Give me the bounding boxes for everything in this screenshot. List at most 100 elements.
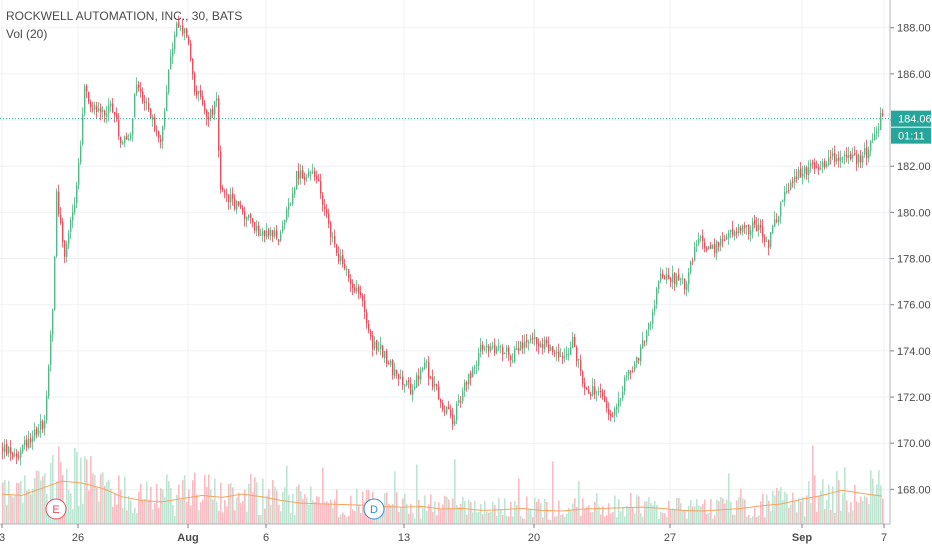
candle-body: [188, 36, 190, 43]
volume-bar: [678, 497, 680, 524]
volume-bar: [602, 506, 604, 524]
candle-body: [538, 343, 540, 347]
candle-body: [570, 347, 572, 355]
candle-body: [192, 59, 194, 75]
y-tick-label: 186.00: [897, 69, 931, 81]
volume-bar: [406, 503, 408, 524]
candle-body: [576, 347, 578, 362]
candle-body: [484, 348, 486, 350]
volume-bar: [70, 493, 72, 524]
candle-body: [728, 232, 730, 238]
volume-bar: [438, 502, 440, 524]
candle-body: [58, 191, 60, 215]
candle-body: [824, 161, 826, 168]
candle-body: [746, 225, 748, 227]
volume-bar: [284, 487, 286, 524]
volume-bar: [496, 515, 498, 524]
candle-body: [218, 98, 220, 151]
candle-body: [234, 198, 236, 209]
candle-body: [674, 272, 676, 284]
candle-body: [726, 236, 728, 240]
volume-bar: [554, 516, 556, 524]
candle-body: [692, 261, 694, 263]
candle-body: [702, 235, 704, 242]
volume-bar: [198, 510, 200, 524]
volume-bar: [456, 505, 458, 524]
volume-bar: [658, 518, 660, 524]
price-axis[interactable]: 188.00186.00184.00182.00180.00178.00176.…: [889, 0, 931, 524]
volume-bar: [696, 499, 698, 524]
candle-body: [664, 276, 666, 279]
volume-bar: [620, 511, 622, 524]
candle-body: [628, 370, 630, 376]
candle-body: [840, 157, 842, 161]
volume-bar: [712, 518, 714, 524]
candle-body: [652, 311, 654, 324]
candle-body: [786, 190, 788, 193]
candle-body: [134, 94, 136, 118]
candle-body: [374, 341, 376, 349]
candle-body: [352, 283, 354, 289]
volume-bar: [852, 510, 854, 524]
volume-bar: [386, 492, 388, 524]
volume-bar: [748, 514, 750, 524]
volume-bar: [8, 480, 10, 524]
volume-bar: [732, 514, 734, 524]
volume-bar: [846, 500, 848, 524]
volume-bar: [400, 507, 402, 524]
volume-bar: [154, 502, 156, 524]
candle-body: [428, 362, 430, 379]
volume-bar: [750, 517, 752, 524]
candle-body: [852, 154, 854, 159]
candle-body: [54, 256, 56, 310]
volume-bar: [848, 512, 850, 524]
candle-body: [614, 408, 616, 416]
volume-bar: [744, 499, 746, 524]
volume-bar: [422, 507, 424, 524]
volume-bar: [622, 506, 624, 524]
candle-body: [64, 241, 66, 257]
volume-bar: [872, 478, 874, 524]
volume-bar: [828, 484, 830, 524]
volume-bar: [44, 473, 46, 524]
volume-bar: [250, 473, 252, 524]
volume-bar: [552, 461, 554, 524]
volume-bar: [654, 500, 656, 524]
candle-body: [738, 226, 740, 233]
volume-bar: [330, 499, 332, 524]
volume-bar: [222, 512, 224, 524]
candle-body: [350, 278, 352, 285]
volume-bar: [176, 494, 178, 524]
candle-body: [468, 373, 470, 385]
time-axis[interactable]: 3 26 Aug 6 13 20 27 Sep 7: [0, 523, 890, 544]
candle-body: [496, 347, 498, 353]
volume-bar: [876, 484, 878, 524]
candle-body: [236, 201, 238, 210]
last-price-value: 184.06: [898, 114, 932, 126]
candle-body: [816, 167, 818, 169]
volume-bar: [200, 502, 202, 524]
volume-bar: [360, 513, 362, 524]
candle-body: [846, 154, 848, 159]
candle-body: [400, 377, 402, 379]
candle-body: [232, 193, 234, 199]
volume-bar: [434, 501, 436, 524]
volume-bar: [258, 515, 260, 524]
volume-bar: [710, 499, 712, 524]
volume-bar: [90, 456, 92, 524]
volume-bar: [208, 474, 210, 524]
candle-body: [88, 92, 90, 103]
candle-body: [774, 219, 776, 227]
x-tick-label: 7: [881, 532, 887, 544]
candle-body: [102, 110, 104, 113]
volume-bar: [220, 482, 222, 524]
volume-bar: [808, 481, 810, 524]
candle-body: [100, 107, 102, 113]
candle-body: [456, 404, 458, 421]
volume-bar: [214, 478, 216, 524]
volume-bar: [868, 503, 870, 524]
volume-bar: [244, 489, 246, 524]
